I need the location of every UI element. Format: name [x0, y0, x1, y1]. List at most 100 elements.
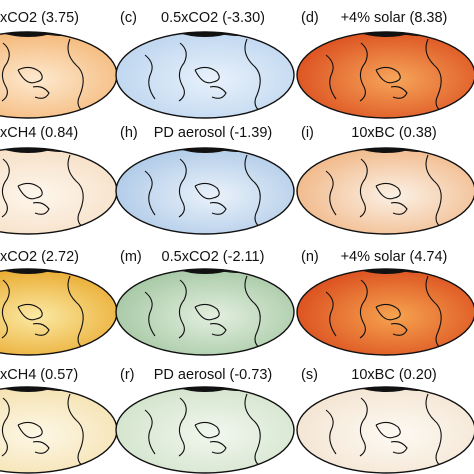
coastline	[32, 202, 50, 215]
coastline	[375, 66, 401, 84]
map-panel	[0, 31, 118, 119]
map-panel	[296, 31, 474, 119]
coastline	[359, 42, 368, 102]
coastline	[425, 393, 445, 469]
map-outline	[115, 147, 295, 235]
coastline	[67, 393, 87, 469]
coastline	[375, 421, 401, 439]
map-globe	[116, 269, 294, 355]
coastline	[375, 303, 401, 321]
coastline	[209, 86, 227, 99]
coastline	[425, 154, 445, 230]
panel-label: +4% solar (8.38)	[341, 10, 448, 26]
panel-letter: (m)	[120, 249, 142, 265]
panel-label: 0.5xCO2 (-2.11)	[162, 249, 265, 265]
coastline	[178, 42, 187, 102]
panel-label: xCH4 (0.84)	[0, 125, 78, 141]
coastline	[67, 38, 87, 114]
coastline	[209, 441, 227, 454]
coastline	[425, 275, 445, 351]
map-globe	[297, 148, 474, 234]
coastline	[244, 393, 264, 469]
coastline	[144, 409, 156, 455]
panel-letter: (n)	[301, 249, 319, 265]
map-panel	[0, 147, 118, 235]
coastline	[359, 279, 368, 339]
panel-label: PD aerosol (-0.73)	[154, 367, 272, 383]
coastline	[325, 291, 337, 337]
map-globe	[0, 269, 117, 355]
coastline	[390, 323, 408, 336]
panel-letter: (s)	[301, 367, 318, 383]
panel-label: 10xBC (0.20)	[351, 367, 436, 383]
coastline	[1, 158, 10, 218]
panel-label: xCO2 (2.72)	[0, 249, 79, 265]
coastline	[67, 154, 87, 230]
coastline	[390, 441, 408, 454]
panel-label: xCH4 (0.57)	[0, 367, 78, 383]
panel-label: 10xBC (0.38)	[351, 125, 436, 141]
panel-label: 0.5xCO2 (-3.30)	[161, 10, 265, 26]
map-panel	[115, 386, 295, 474]
coastline	[32, 323, 50, 336]
coastline	[1, 279, 10, 339]
map-panel	[296, 268, 474, 356]
map-outline	[296, 31, 474, 119]
map-globe	[297, 269, 474, 355]
map-globe	[297, 32, 474, 118]
coastline	[359, 158, 368, 218]
map-panel	[115, 31, 295, 119]
coastline	[194, 182, 220, 200]
coastline	[325, 54, 337, 100]
coastline	[194, 66, 220, 84]
map-globe	[0, 32, 117, 118]
map-globe	[116, 32, 294, 118]
coastline	[325, 409, 337, 455]
map-panel	[115, 147, 295, 235]
coastline	[17, 66, 43, 84]
coastline	[244, 154, 264, 230]
coastline	[1, 42, 10, 102]
map-outline	[296, 147, 474, 235]
map-globe	[0, 148, 117, 234]
map-globe	[297, 387, 474, 473]
panel-label: xCO2 (3.75)	[0, 10, 79, 26]
coastline	[178, 279, 187, 339]
coastline	[178, 158, 187, 218]
panel-letter: (c)	[120, 10, 137, 26]
map-outline	[296, 268, 474, 356]
coastline	[425, 38, 445, 114]
coastline	[209, 202, 227, 215]
coastline	[390, 86, 408, 99]
map-outline	[115, 386, 295, 474]
coastline	[244, 275, 264, 351]
panel-letter: (d)	[301, 10, 319, 26]
coastline	[375, 182, 401, 200]
coastline	[32, 441, 50, 454]
coastline	[359, 397, 368, 457]
coastline	[17, 182, 43, 200]
coastline	[244, 38, 264, 114]
coastline	[144, 54, 156, 100]
coastline	[144, 291, 156, 337]
coastline	[17, 421, 43, 439]
coastline	[32, 86, 50, 99]
map-outline	[115, 31, 295, 119]
coastline	[178, 397, 187, 457]
map-panel	[115, 268, 295, 356]
map-panel	[296, 386, 474, 474]
panel-letter: (i)	[301, 125, 314, 141]
panel-label: +4% solar (4.74)	[341, 249, 448, 265]
map-globe	[116, 387, 294, 473]
map-outline	[296, 386, 474, 474]
coastline	[144, 170, 156, 216]
coastline	[194, 303, 220, 321]
coastline	[209, 323, 227, 336]
coastline	[17, 303, 43, 321]
panel-label: PD aerosol (-1.39)	[154, 125, 272, 141]
map-globe	[0, 387, 117, 473]
coastline	[194, 421, 220, 439]
map-globe	[116, 148, 294, 234]
map-outline	[115, 268, 295, 356]
